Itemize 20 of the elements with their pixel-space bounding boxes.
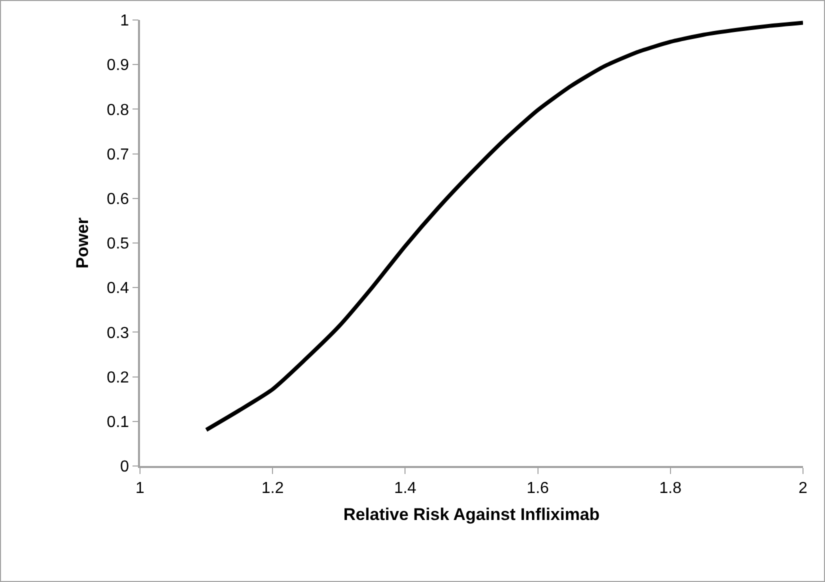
x-axis-title: Relative Risk Against Infliximab [343, 504, 600, 524]
y-axis-title: Power [72, 217, 92, 269]
line-series [204, 20, 803, 432]
y-tick-label: 0.3 [106, 324, 130, 342]
y-tick-label: 0.1 [106, 414, 130, 431]
y-tick-label: 0.5 [106, 236, 130, 253]
y-tick-label: 0.4 [106, 280, 130, 298]
x-tick-label: 1.2 [261, 480, 284, 497]
y-tick-label: 0.6 [106, 191, 130, 208]
y-tick-label: 0.9 [106, 57, 130, 74]
y-tick-label: 0.7 [106, 146, 130, 164]
x-tick-label: 2 [798, 480, 808, 497]
x-tick-label: 1.4 [394, 480, 416, 497]
y-tick-label: 0.2 [106, 369, 130, 386]
y-tick-label: 0.8 [106, 102, 130, 119]
y-tick-label: 1 [120, 12, 130, 30]
y-tick-label: 0 [120, 458, 130, 476]
x-tick-label: 1.6 [526, 480, 550, 497]
x-tick-label: 1 [136, 480, 145, 497]
x-tick-label: 1.8 [659, 480, 682, 497]
